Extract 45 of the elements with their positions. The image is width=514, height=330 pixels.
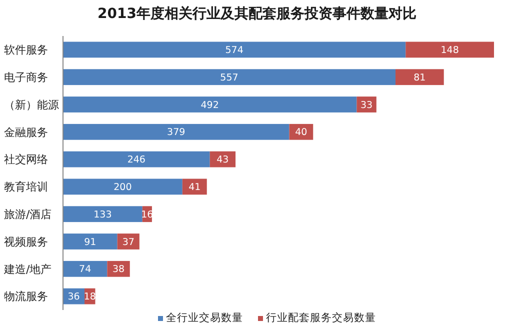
data-label: 246 bbox=[127, 154, 146, 166]
bar bbox=[63, 151, 210, 168]
y-tick-label: 物流服务 bbox=[4, 290, 48, 304]
bar bbox=[63, 260, 108, 277]
bar bbox=[63, 42, 406, 58]
data-label: 74 bbox=[79, 264, 92, 276]
bar bbox=[63, 96, 357, 112]
data-label: 81 bbox=[414, 72, 426, 84]
y-tick-label: （新）能源 bbox=[4, 98, 59, 112]
data-label: 41 bbox=[188, 182, 201, 194]
bar bbox=[63, 69, 396, 86]
bar bbox=[289, 124, 314, 140]
legend-label: 行业配套服务交易数量 bbox=[266, 311, 376, 324]
data-label: 574 bbox=[225, 45, 244, 56]
data-label: 133 bbox=[94, 209, 112, 220]
legend-label: 全行业交易数量 bbox=[166, 311, 243, 324]
data-label: 33 bbox=[360, 100, 373, 111]
y-tick-label: 视频服务 bbox=[4, 235, 48, 248]
bar bbox=[117, 234, 140, 250]
data-label: 18 bbox=[84, 292, 96, 303]
y-tick-label: 建造/地产 bbox=[3, 262, 52, 276]
data-label: 38 bbox=[112, 264, 125, 276]
y-tick-label: 社交网络 bbox=[4, 153, 48, 166]
data-label: 492 bbox=[200, 100, 219, 111]
chart-title: 2013年度相关行业及其配套服务投资事件数量对比 bbox=[98, 5, 416, 22]
bar bbox=[406, 42, 494, 58]
bar bbox=[63, 206, 142, 222]
data-label: 379 bbox=[167, 127, 186, 138]
data-label: 148 bbox=[440, 45, 459, 56]
data-label: 40 bbox=[295, 127, 308, 138]
data-label: 91 bbox=[84, 236, 96, 248]
data-label: 43 bbox=[216, 154, 229, 166]
data-label: 36 bbox=[68, 292, 80, 303]
data-label: 557 bbox=[220, 72, 238, 84]
y-tick-label: 金融服务 bbox=[4, 126, 48, 139]
bar bbox=[63, 124, 290, 140]
y-tick-label: 电子商务 bbox=[4, 70, 48, 84]
y-tick-label: 软件服务 bbox=[4, 44, 48, 57]
data-label: 37 bbox=[122, 236, 134, 248]
bar bbox=[63, 234, 118, 250]
data-label: 200 bbox=[114, 182, 132, 194]
y-tick-label: 教育培训 bbox=[4, 180, 48, 194]
bar bbox=[63, 178, 182, 195]
y-tick-label: 旅游/酒店 bbox=[4, 208, 52, 221]
bar bbox=[396, 69, 444, 86]
